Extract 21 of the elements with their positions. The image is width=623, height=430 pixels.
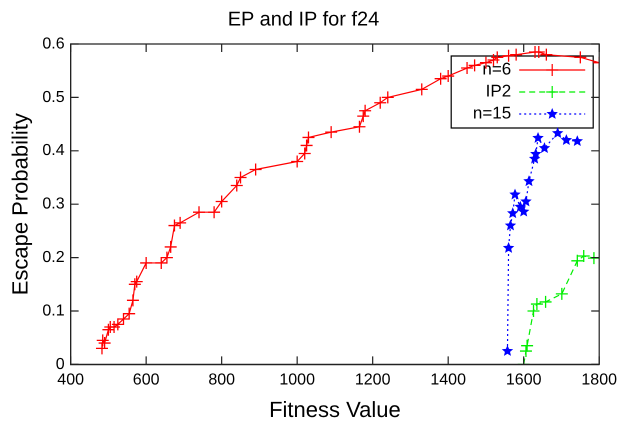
y-tick-label: 0.5	[42, 88, 65, 106]
x-tick-label: 1600	[506, 371, 542, 388]
x-tick-label: 600	[132, 371, 160, 388]
y-tick-label: 0.3	[42, 196, 65, 213]
y-axis-title: Escape Probability	[7, 113, 32, 296]
x-tick-label: 800	[208, 371, 236, 388]
y-tick-label: 0.2	[42, 249, 65, 266]
y-tick-label: 0.6	[42, 35, 65, 52]
x-axis-title: Fitness Value	[269, 396, 401, 422]
y-tick-label: 0.4	[42, 142, 65, 160]
legend-label: IP2	[486, 82, 512, 101]
x-tick-label: 1400	[430, 371, 466, 388]
y-tick-label: 0.1	[42, 302, 65, 320]
legend-label: n=6	[482, 60, 512, 79]
x-tick-label: 1000	[279, 371, 316, 388]
chart-title: EP and IP for f24	[228, 8, 380, 31]
x-tick-label: 1800	[581, 371, 618, 388]
y-tick-label: 0	[56, 356, 65, 373]
x-tick-label: 400	[57, 371, 84, 388]
x-tick-label: 1200	[354, 371, 391, 388]
legend-label: n=15	[472, 104, 512, 123]
